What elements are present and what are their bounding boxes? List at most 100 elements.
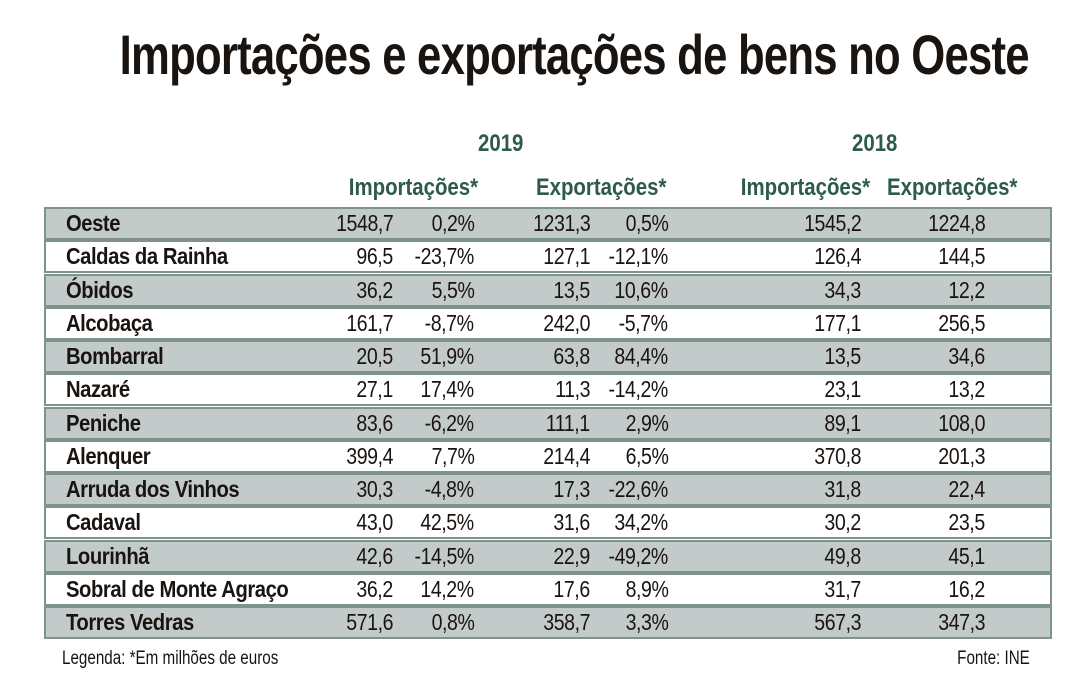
imports-variation: -6,2% bbox=[425, 409, 474, 436]
imports-2018-value: 34,3 bbox=[824, 276, 862, 303]
imports-2019-value: 161,7 bbox=[346, 309, 393, 336]
table-row: Alenquer 399,4 7,7% 214,4 6,5% 370,8 201,3 bbox=[44, 439, 1052, 473]
exports-2018-value: 1224,8 bbox=[927, 210, 986, 236]
exports-variation: 0,5% bbox=[625, 210, 668, 236]
imports-2019-value: 83,6 bbox=[356, 409, 394, 436]
exports-2018-value: 22,4 bbox=[948, 476, 986, 502]
imports-2018-value: 126,4 bbox=[814, 243, 861, 270]
imports-variation: 17,4% bbox=[420, 376, 475, 403]
exports-variation: 84,4% bbox=[614, 343, 669, 369]
exports-variation: 2,9% bbox=[625, 409, 668, 436]
imports-2018-value: 370,8 bbox=[814, 442, 861, 469]
exports-2019-value: 17,3 bbox=[553, 476, 591, 502]
imports-2019-value: 42,6 bbox=[356, 542, 394, 569]
exports-2019-value: 358,7 bbox=[543, 609, 590, 635]
municipality-name: Arruda dos Vinhos bbox=[66, 476, 240, 502]
exports-2018-value: 108,0 bbox=[938, 409, 985, 436]
exports-2018-value: 12,2 bbox=[948, 276, 986, 303]
imports-2018-value: 23,1 bbox=[824, 376, 862, 403]
municipality-name: Sobral de Monte Agraço bbox=[66, 575, 289, 602]
imports-2018-value: 31,7 bbox=[824, 575, 862, 602]
exports-variation: 3,3% bbox=[625, 609, 668, 635]
imports-variation: 14,2% bbox=[420, 575, 475, 602]
exports-2019-value: 11,3 bbox=[555, 376, 590, 403]
imports-2019-value: 27,1 bbox=[356, 376, 394, 403]
table-row: Alcobaça 161,7 -8,7% 242,0 -5,7% 177,1 256,5 bbox=[44, 306, 1052, 340]
imports-2018-value: 30,2 bbox=[824, 509, 862, 536]
table-row: Óbidos 36,2 5,5% 13,5 10,6% 34,3 12,2 bbox=[44, 273, 1052, 307]
table-row: Bombarral 20,5 51,9% 63,8 84,4% 13,5 34,6 bbox=[44, 340, 1052, 373]
imports-2018-value: 177,1 bbox=[814, 309, 861, 336]
imports-2019-value: 36,2 bbox=[356, 575, 394, 602]
imports-2019-value: 1548,7 bbox=[335, 210, 394, 236]
municipality-name: Cadaval bbox=[66, 509, 141, 536]
column-header-2019-imports: Importações* bbox=[348, 174, 478, 201]
exports-2019-value: 22,9 bbox=[553, 542, 591, 569]
exports-2018-value: 34,6 bbox=[948, 343, 986, 369]
column-header-2018-exports: Exportações* bbox=[886, 174, 1017, 201]
imports-variation: -4,8% bbox=[425, 476, 474, 502]
table-row: Torres Vedras 571,6 0,8% 358,7 3,3% 567,3 347,… bbox=[44, 606, 1052, 639]
table-row: Nazaré 27,1 17,4% 11,3 -14,2% 23,1 13,2 bbox=[44, 373, 1052, 407]
imports-variation: 0,2% bbox=[431, 210, 474, 236]
legend-note: Legenda: *Em milhões de euros bbox=[62, 648, 279, 669]
imports-variation: 0,8% bbox=[431, 609, 474, 635]
table-row: Peniche 83,6 -6,2% 111,1 2,9% 89,1 108,0 bbox=[44, 406, 1052, 440]
imports-variation: -14,5% bbox=[414, 542, 475, 569]
exports-2019-value: 63,8 bbox=[553, 343, 591, 369]
imports-2018-value: 31,8 bbox=[824, 476, 862, 502]
exports-variation: -49,2% bbox=[608, 542, 669, 569]
imports-2018-value: 89,1 bbox=[824, 409, 862, 436]
table-row: Caldas da Rainha 96,5 -23,7% 127,1 -12,1% 126… bbox=[44, 240, 1052, 274]
imports-variation: 51,9% bbox=[420, 343, 475, 369]
municipality-name: Alenquer bbox=[66, 442, 151, 469]
imports-2019-value: 20,5 bbox=[356, 343, 394, 369]
table-row: Sobral de Monte Agraço 36,2 14,2% 17,6 8,9% 3… bbox=[44, 572, 1052, 606]
table-row: Lourinhã 42,6 -14,5% 22,9 -49,2% 49,8 45,1 bbox=[44, 539, 1052, 573]
municipality-name: Lourinhã bbox=[66, 542, 150, 569]
imports-2019-value: 36,2 bbox=[356, 276, 394, 303]
imports-2019-value: 96,5 bbox=[356, 243, 394, 270]
imports-variation: 42,5% bbox=[420, 509, 475, 536]
imports-variation: -8,7% bbox=[425, 309, 474, 336]
exports-2019-value: 111,1 bbox=[546, 409, 590, 436]
imports-2018-value: 13,5 bbox=[824, 343, 862, 369]
municipality-name: Nazaré bbox=[66, 376, 130, 403]
exports-2018-value: 23,5 bbox=[948, 509, 986, 536]
column-header-2019-exports: Exportações* bbox=[535, 174, 666, 201]
exports-2019-value: 127,1 bbox=[543, 243, 590, 270]
exports-2018-value: 45,1 bbox=[948, 542, 986, 569]
municipality-name: Torres Vedras bbox=[66, 609, 194, 635]
imports-variation: -23,7% bbox=[414, 243, 475, 270]
table-row: Oeste 1548,7 0,2% 1231,3 0,5% 1545,2 1224,8 bbox=[44, 207, 1052, 240]
imports-2018-value: 1545,2 bbox=[803, 210, 862, 236]
exports-2018-value: 13,2 bbox=[948, 376, 986, 403]
table-row: Arruda dos Vinhos 30,3 -4,8% 17,3 -22,6% 31,8… bbox=[44, 473, 1052, 506]
imports-2018-value: 49,8 bbox=[824, 542, 862, 569]
source-note: Fonte: INE bbox=[957, 648, 1030, 669]
municipality-name: Peniche bbox=[66, 409, 141, 436]
exports-2019-value: 13,5 bbox=[553, 276, 591, 303]
municipality-name: Bombarral bbox=[66, 343, 164, 369]
year-header-2019: 2019 bbox=[478, 130, 524, 157]
exports-variation: 34,2% bbox=[614, 509, 669, 536]
exports-2019-value: 242,0 bbox=[543, 309, 590, 336]
page-title: Importações e exportações de bens no Oes… bbox=[119, 23, 1030, 86]
exports-variation: 8,9% bbox=[625, 575, 668, 602]
exports-variation: -14,2% bbox=[608, 376, 669, 403]
imports-2019-value: 399,4 bbox=[346, 442, 393, 469]
imports-2019-value: 43,0 bbox=[356, 509, 394, 536]
table-row: Cadaval 43,0 42,5% 31,6 34,2% 30,2 23,5 bbox=[44, 506, 1052, 540]
municipality-name: Óbidos bbox=[66, 276, 134, 303]
exports-variation: 10,6% bbox=[614, 276, 669, 303]
exports-variation: 6,5% bbox=[625, 442, 668, 469]
exports-2018-value: 144,5 bbox=[938, 243, 985, 270]
exports-2018-value: 256,5 bbox=[938, 309, 985, 336]
year-header-2018: 2018 bbox=[852, 130, 898, 157]
exports-2019-value: 1231,3 bbox=[532, 210, 591, 236]
exports-2019-value: 17,6 bbox=[553, 575, 591, 602]
exports-2018-value: 347,3 bbox=[938, 609, 985, 635]
imports-variation: 5,5% bbox=[431, 276, 474, 303]
exports-2019-value: 31,6 bbox=[553, 509, 591, 536]
imports-2019-value: 30,3 bbox=[356, 476, 394, 502]
